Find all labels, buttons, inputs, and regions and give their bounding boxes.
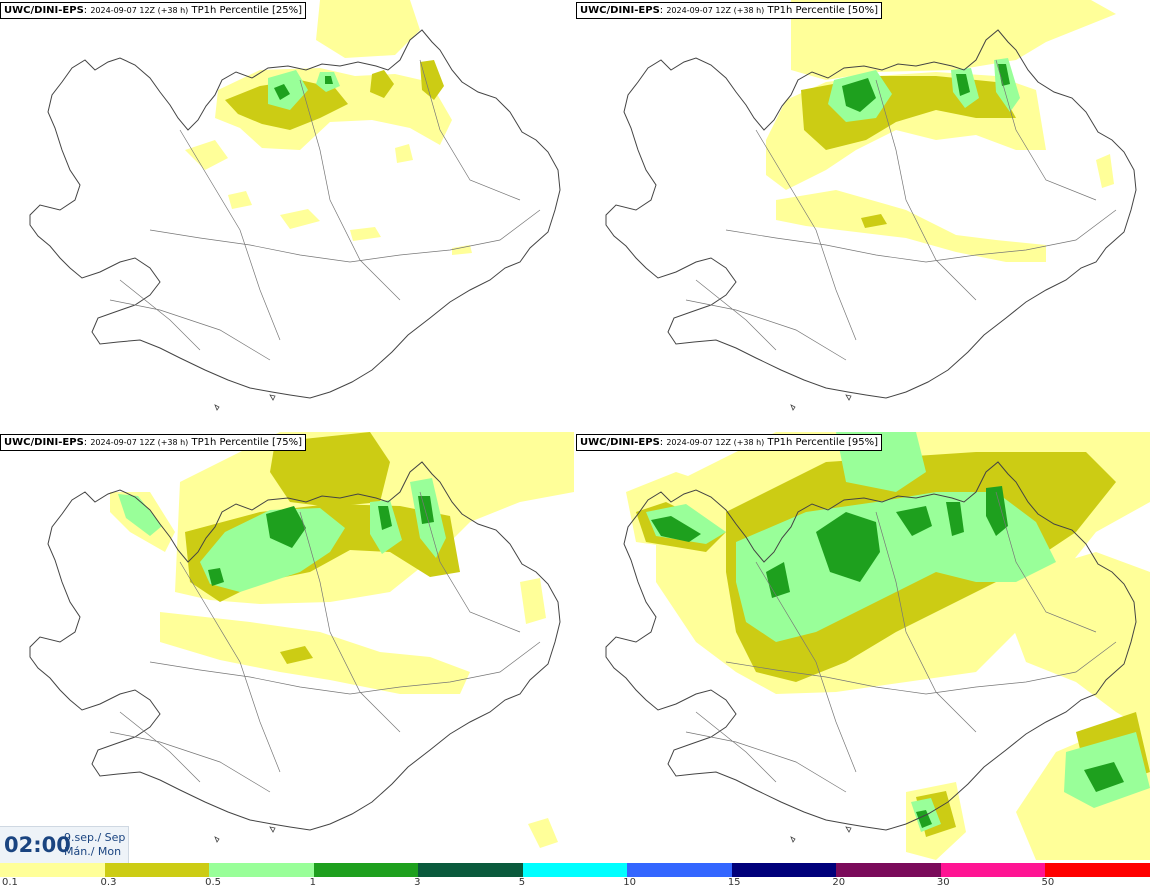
colorbar-tick-label: 50 xyxy=(1041,877,1055,888)
colorbar-tick-label: 30 xyxy=(936,877,950,888)
colorbar-segment xyxy=(104,863,210,877)
field-label: TP1h Percentile [95%] xyxy=(767,437,879,448)
panel-percentile-25: UWC/DINI-EPS: 2024-09-07 12Z (+38 h) TP1… xyxy=(0,0,574,428)
colorbar-segment xyxy=(522,863,628,877)
colorbar-segment xyxy=(418,863,524,877)
panel-title-95: UWC/DINI-EPS: 2024-09-07 12Z (+38 h) TP1… xyxy=(576,434,883,451)
valid-time: 02:00 xyxy=(4,833,71,857)
colorbar-tick-label: 1 xyxy=(309,877,316,888)
field-label: TP1h Percentile [75%] xyxy=(191,437,303,448)
precip-map-95 xyxy=(605,432,1150,860)
colorbar-segment xyxy=(940,863,1046,877)
precip-contours-50 xyxy=(766,0,1116,262)
precip-map-75 xyxy=(29,432,574,848)
model-label: UWC/DINI-EPS xyxy=(4,437,84,448)
precip-contours-95 xyxy=(626,432,1150,860)
panel-title-75: UWC/DINI-EPS: 2024-09-07 12Z (+38 h) TP1… xyxy=(0,434,307,451)
valid-date: 9.sep./ Sep Mán./ Mon xyxy=(64,831,125,859)
precip-map-25 xyxy=(29,0,561,411)
precip-colorbar xyxy=(0,863,1150,877)
colorbar-segment xyxy=(627,863,733,877)
panel-title-25: UWC/DINI-EPS: 2024-09-07 12Z (+38 h) TP1… xyxy=(0,2,307,19)
colorbar-tick-label: 15 xyxy=(727,877,741,888)
panel-percentile-95: UWC/DINI-EPS: 2024-09-07 12Z (+38 h) TP1… xyxy=(576,432,1150,860)
panel-percentile-50: UWC/DINI-EPS: 2024-09-07 12Z (+38 h) TP1… xyxy=(576,0,1150,428)
run-label: 2024-09-07 12Z (+38 h) xyxy=(666,438,765,447)
colorbar-segment xyxy=(313,863,419,877)
colorbar-tick-label: 0.3 xyxy=(100,877,117,888)
panel-percentile-75: UWC/DINI-EPS: 2024-09-07 12Z (+38 h) TP1… xyxy=(0,432,574,860)
colorbar-segment xyxy=(1045,863,1150,877)
run-label: 2024-09-07 12Z (+38 h) xyxy=(90,6,189,15)
valid-date-line: 9.sep./ Sep xyxy=(64,831,126,844)
colorbar-tick-label: 5 xyxy=(518,877,526,888)
model-label: UWC/DINI-EPS xyxy=(580,437,660,448)
valid-day-line: Mán./ Mon xyxy=(64,845,122,858)
model-label: UWC/DINI-EPS xyxy=(4,5,84,16)
colorbar-tick-label: 0.1 xyxy=(2,877,18,888)
colorbar-tick-label: 10 xyxy=(623,877,636,888)
precip-map-50 xyxy=(605,0,1137,411)
model-label: UWC/DINI-EPS xyxy=(580,5,660,16)
precip-contours-25 xyxy=(185,0,472,255)
colorbar-segment xyxy=(731,863,837,877)
valid-time-box: 02:00 9.sep./ Sep Mán./ Mon xyxy=(0,826,129,863)
colorbar-segment xyxy=(209,863,315,877)
colorbar-segment xyxy=(836,863,942,877)
colorbar-tick-label: 3 xyxy=(414,877,421,888)
field-label: TP1h Percentile [25%] xyxy=(191,5,303,16)
colorbar-tick-label: 0.5 xyxy=(205,877,221,888)
colorbar-segment xyxy=(0,863,105,877)
run-label: 2024-09-07 12Z (+38 h) xyxy=(666,6,765,15)
colorbar-ticks: 0.1 0.3 0.5 1 3 5 10 15 20 30 50 xyxy=(0,877,1150,891)
field-label: TP1h Percentile [50%] xyxy=(767,5,879,16)
colorbar-tick-label: 20 xyxy=(832,877,846,888)
panel-title-50: UWC/DINI-EPS: 2024-09-07 12Z (+38 h) TP1… xyxy=(576,2,883,19)
run-label: 2024-09-07 12Z (+38 h) xyxy=(90,438,189,447)
precip-contours-75 xyxy=(110,432,574,848)
